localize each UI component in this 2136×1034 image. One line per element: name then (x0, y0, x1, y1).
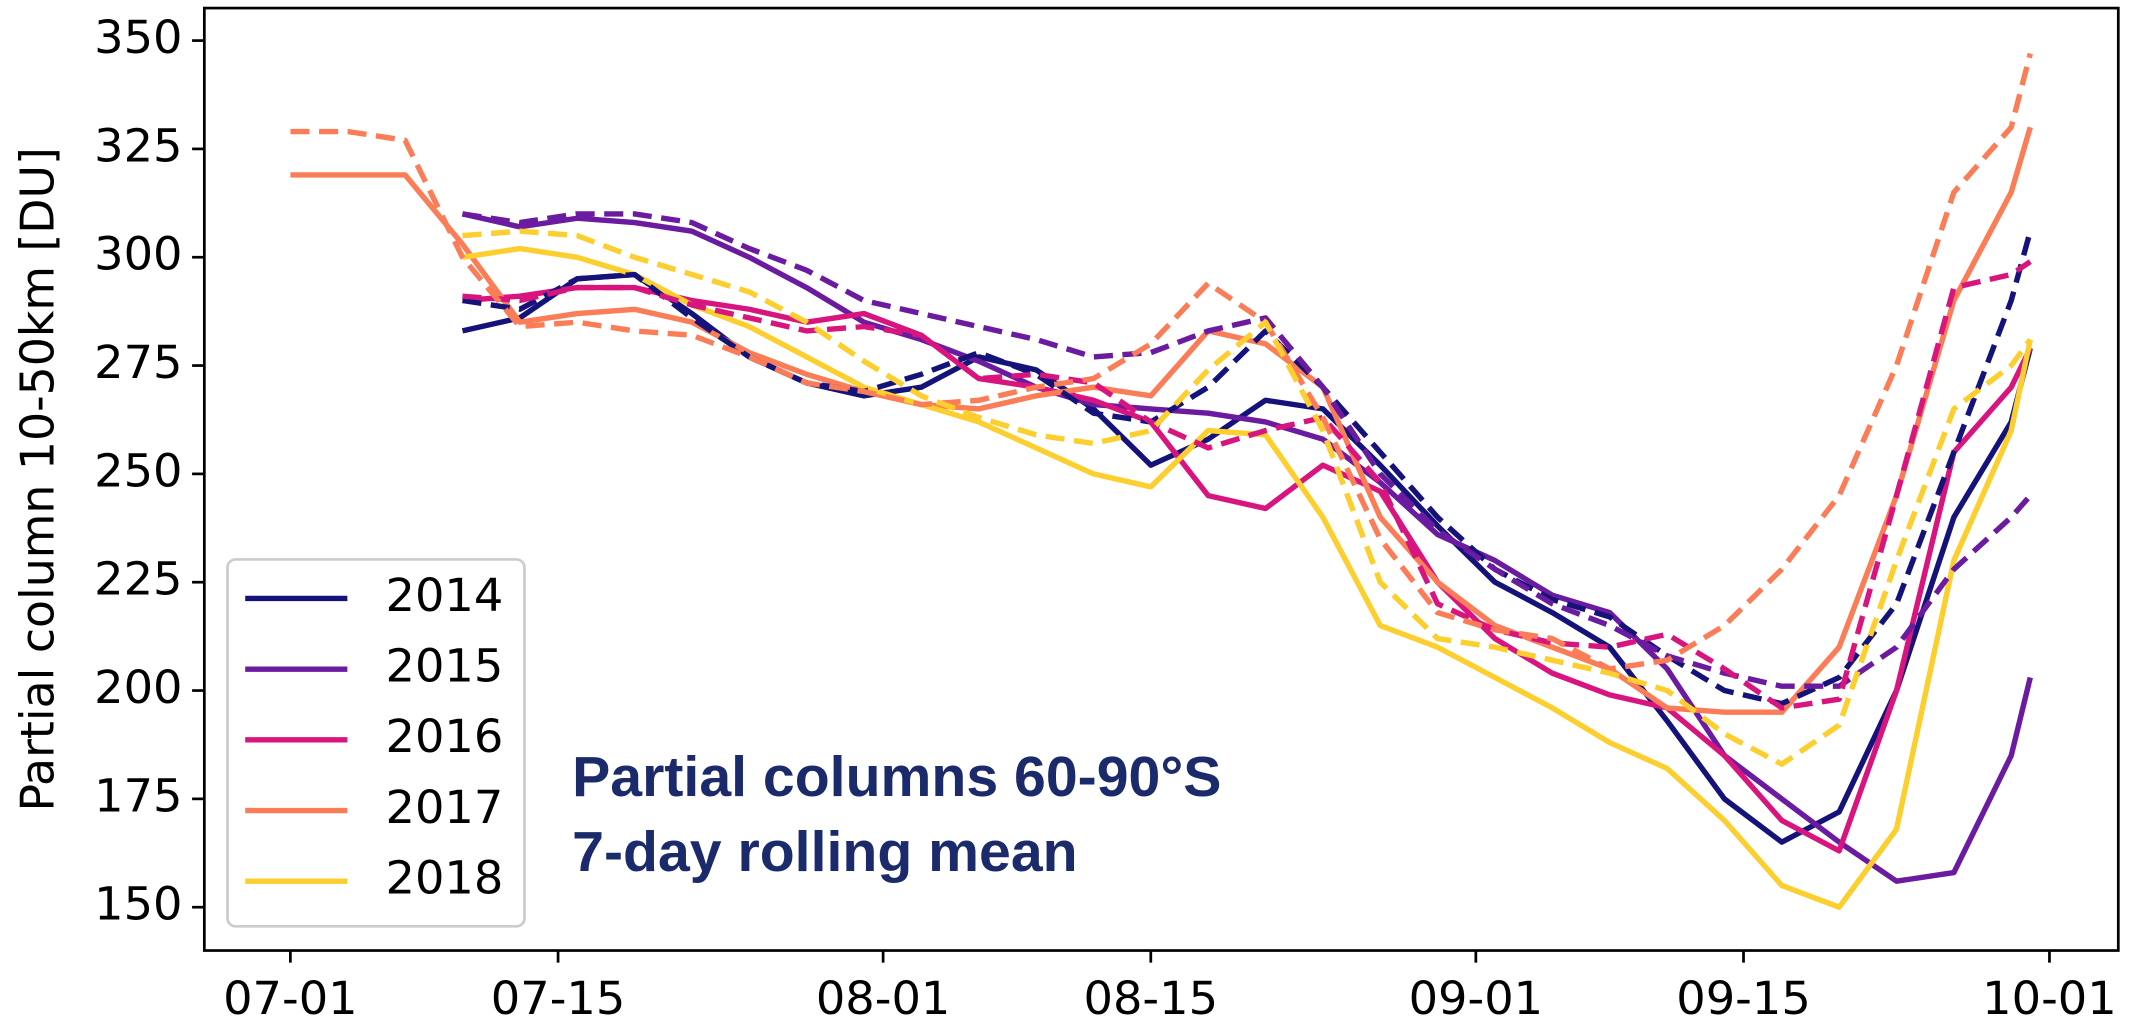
x-tick-label: 08-15 (1084, 971, 1219, 1025)
x-tick-label: 08-01 (816, 971, 951, 1025)
y-tick-label: 150 (94, 877, 182, 931)
legend-box (226, 558, 526, 928)
dashed-line (462, 259, 2032, 711)
y-tick-label: 175 (94, 769, 182, 823)
dashed-line (462, 211, 2033, 689)
y-tick-label: 200 (94, 660, 182, 714)
x-tick-label: 09-01 (1409, 971, 1544, 1025)
line (462, 284, 2033, 854)
x-tick-label: 07-01 (223, 971, 358, 1025)
x-tick-label: 09-15 (1676, 971, 1811, 1025)
y-tick-label: 225 (94, 552, 182, 606)
legend-label: 2018 (386, 851, 504, 905)
y-tick-label: 275 (94, 335, 182, 389)
dashed-line (462, 230, 2033, 707)
annotation: 7-day rolling mean (572, 822, 1077, 885)
line (461, 211, 2033, 884)
legend-label: 2014 (386, 568, 504, 622)
y-axis-label: Partial column 10-50km [DU] (10, 147, 64, 811)
plot-frame (202, 6, 2120, 952)
line (462, 245, 2033, 910)
y-tick-label: 350 (94, 10, 182, 64)
y-tick-label: 300 (94, 227, 182, 281)
dashed-line (290, 52, 2033, 672)
legend-label: 2016 (386, 710, 504, 764)
x-tick-label: 10-01 (1982, 971, 2117, 1025)
legend-label: 2015 (386, 639, 504, 693)
y-tick-label: 250 (94, 444, 182, 498)
dashed-line (462, 228, 2033, 767)
x-tick-label: 07-15 (491, 971, 626, 1025)
plot-area (290, 52, 2033, 910)
annotation: Partial columns 60-90°S (572, 746, 1221, 809)
line (290, 126, 2033, 715)
y-tick-label: 325 (94, 119, 182, 173)
legend-label: 2017 (386, 780, 504, 834)
